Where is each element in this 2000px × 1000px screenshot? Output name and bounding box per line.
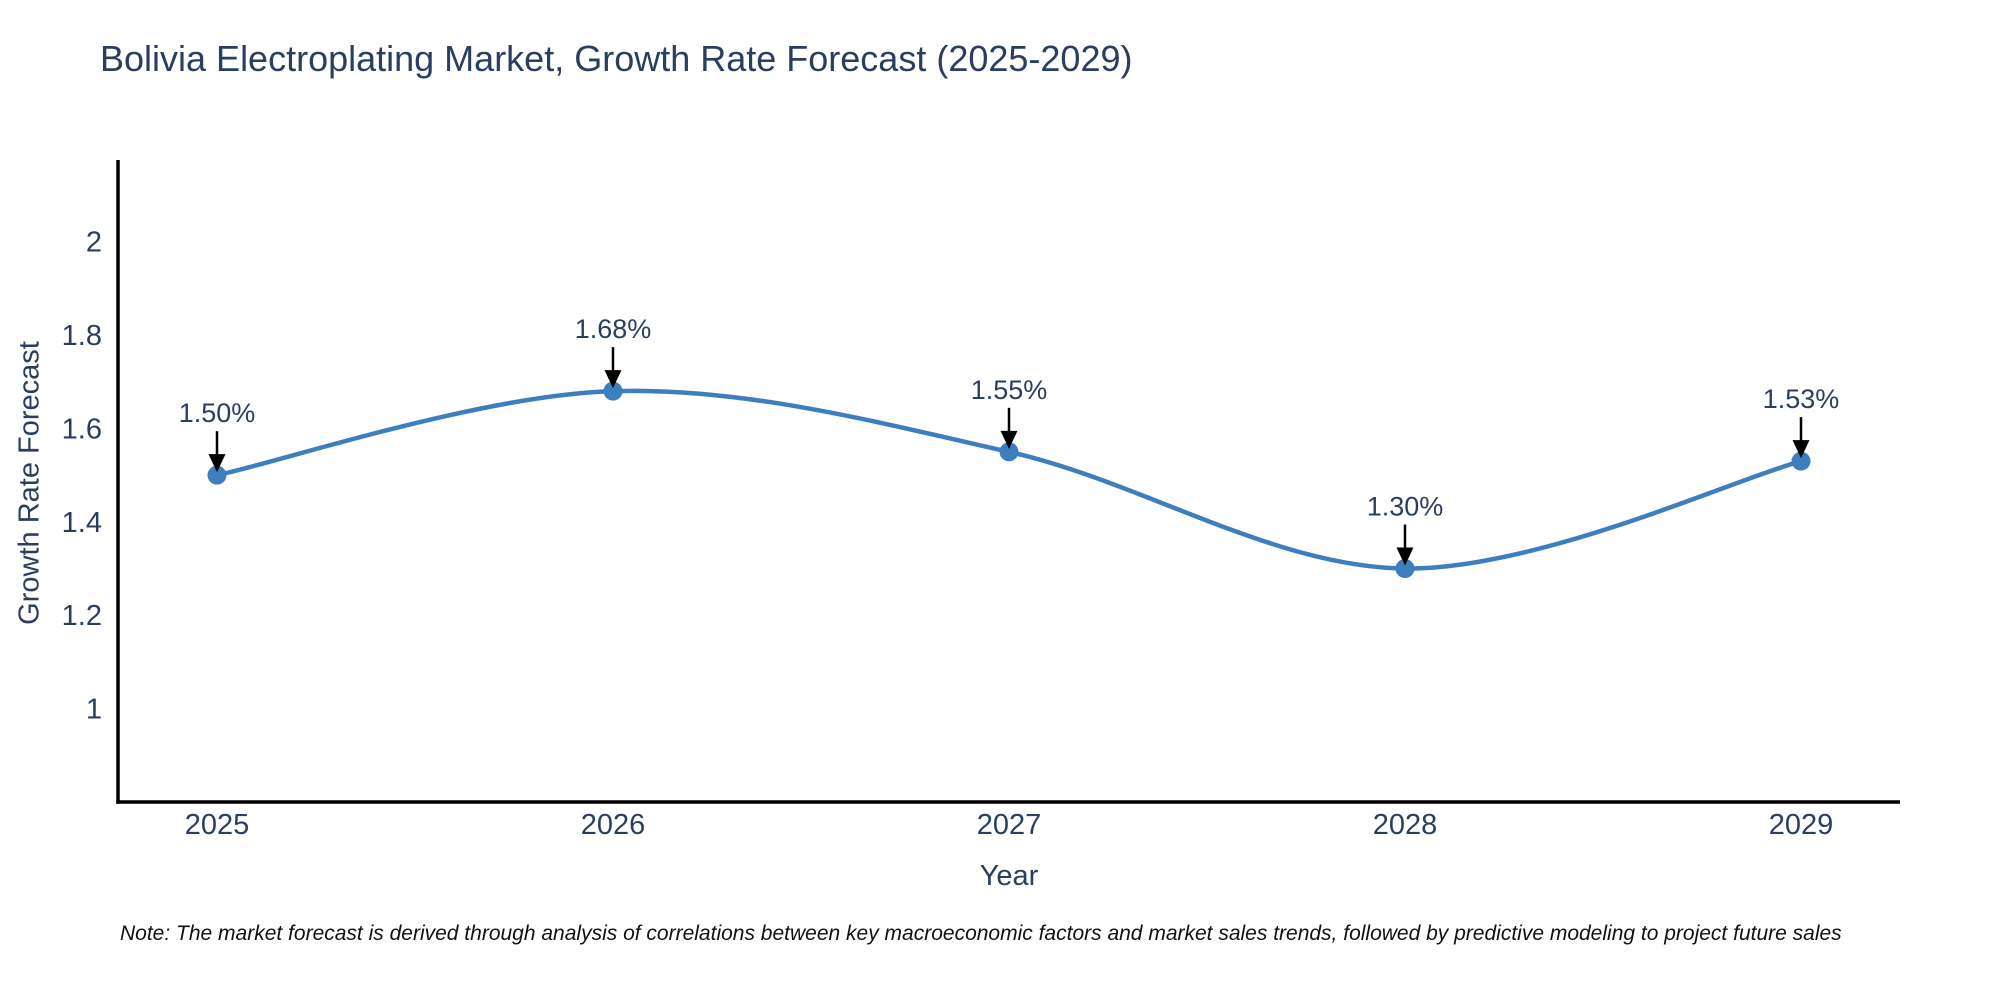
data-point-label: 1.53% bbox=[1763, 384, 1840, 414]
x-tick-label: 2029 bbox=[1769, 809, 1834, 841]
data-point-marker[interactable] bbox=[999, 442, 1019, 462]
x-tick-label: 2028 bbox=[1373, 809, 1438, 841]
data-point-label: 1.68% bbox=[575, 314, 652, 344]
y-tick-label: 1.8 bbox=[62, 320, 102, 352]
data-point-marker[interactable] bbox=[603, 381, 623, 401]
footnote-text: Note: The market forecast is derived thr… bbox=[120, 922, 1842, 945]
data-point-marker[interactable] bbox=[207, 465, 227, 485]
annotation-arrowhead-icon bbox=[1792, 440, 1810, 459]
data-point-marker[interactable] bbox=[1395, 559, 1415, 579]
chart-title: Bolivia Electroplating Market, Growth Ra… bbox=[100, 38, 1133, 79]
data-point-label: 1.30% bbox=[1367, 492, 1444, 522]
data-point-label: 1.50% bbox=[179, 398, 256, 428]
data-point-label: 1.55% bbox=[971, 375, 1048, 405]
y-tick-label: 2 bbox=[86, 227, 102, 259]
y-tick-label: 1.2 bbox=[62, 600, 102, 632]
annotation-arrowhead-icon bbox=[1000, 430, 1018, 449]
y-tick-label: 1.4 bbox=[62, 507, 102, 539]
y-tick-label: 1 bbox=[86, 694, 102, 726]
x-tick-label: 2025 bbox=[185, 809, 250, 841]
annotation-arrowhead-icon bbox=[208, 454, 226, 473]
x-tick-label: 2026 bbox=[581, 809, 646, 841]
annotation-arrowhead-icon bbox=[1396, 547, 1414, 566]
y-tick-label: 1.6 bbox=[62, 413, 102, 445]
data-point-marker[interactable] bbox=[1791, 451, 1811, 471]
annotation-arrowhead-icon bbox=[604, 370, 622, 389]
x-tick-label: 2027 bbox=[977, 809, 1042, 841]
x-axis-title: Year bbox=[979, 860, 1039, 892]
